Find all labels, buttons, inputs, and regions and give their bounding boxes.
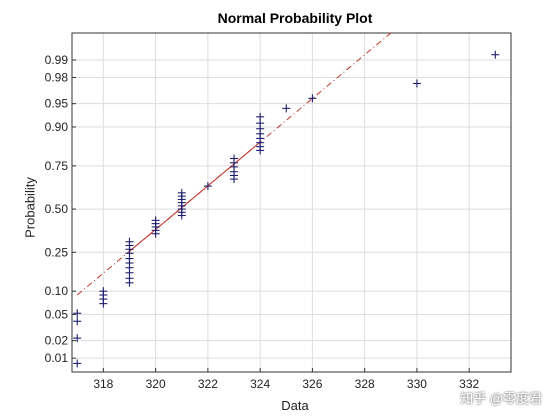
- data-point: [151, 216, 160, 225]
- chart-title: Normal Probability Plot: [217, 10, 373, 26]
- y-tick-label: 0.05: [45, 307, 69, 321]
- y-tick-label: 0.95: [45, 97, 69, 111]
- data-point: [491, 50, 500, 59]
- y-tick-label: 0.25: [45, 245, 69, 259]
- data-point: [203, 182, 212, 191]
- x-tick-label: 328: [355, 377, 375, 391]
- data-point: [308, 94, 317, 103]
- data-point: [73, 334, 82, 343]
- data-point: [125, 237, 134, 246]
- data-point: [73, 309, 82, 318]
- x-tick-label: 320: [146, 377, 166, 391]
- y-tick-label: 0.01: [45, 351, 69, 365]
- y-axis-label: Probability: [22, 177, 38, 238]
- reference-line-fit: [129, 141, 261, 252]
- y-tick-label: 0.50: [45, 202, 69, 216]
- y-tick-label: 0.98: [45, 70, 69, 84]
- x-axis-label: Data: [281, 398, 309, 413]
- y-tick-label: 0.99: [45, 53, 69, 67]
- x-tick-label: 318: [93, 377, 113, 391]
- data-point: [99, 287, 108, 296]
- data-point: [73, 359, 82, 368]
- y-tick-label: 0.75: [45, 159, 69, 173]
- x-tick-label: 322: [198, 377, 218, 391]
- watermark: 知乎 @零度君: [460, 391, 542, 406]
- y-tick-label: 0.02: [45, 334, 69, 348]
- x-tick-label: 332: [459, 377, 479, 391]
- data-point: [230, 154, 239, 163]
- plot-background: [72, 33, 511, 372]
- y-tick-label: 0.10: [45, 284, 69, 298]
- x-tick-label: 330: [407, 377, 427, 391]
- x-tick-label: 324: [250, 377, 270, 391]
- data-point: [177, 188, 186, 197]
- axes-box: [71, 32, 512, 373]
- x-tick-label: 326: [302, 377, 322, 391]
- data-point: [412, 79, 421, 88]
- data-point: [256, 112, 265, 121]
- data-point: [282, 104, 291, 113]
- data-point: [73, 317, 82, 326]
- y-tick-label: 0.90: [45, 120, 69, 134]
